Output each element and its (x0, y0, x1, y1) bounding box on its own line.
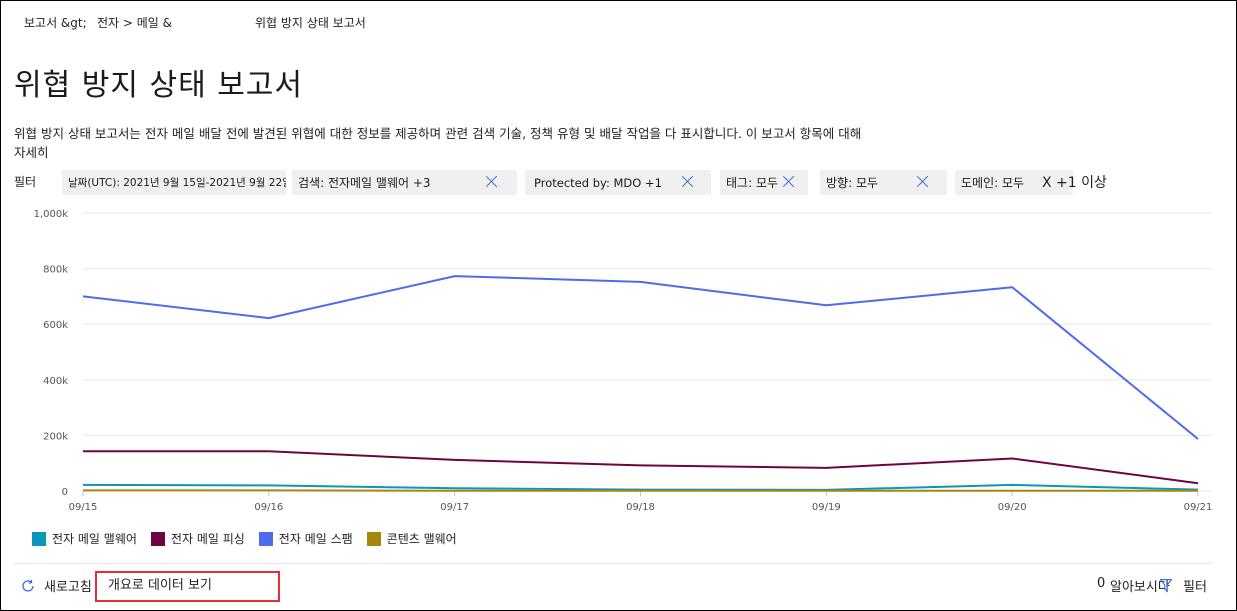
filter-chip-direction[interactable]: 방향: 모두 (820, 170, 947, 195)
y-tick-label: 800k (43, 265, 68, 276)
x-tick-label: 09/20 (998, 502, 1027, 513)
y-tick-label: 200k (43, 431, 68, 442)
filter-chip-date-label: 날짜(UTC): 2021년 9월 15일-2021년 9월 22일 (68, 177, 286, 189)
filter-chip-protected-by[interactable]: Protected by: MDO +1 (525, 170, 711, 195)
legend-swatch (32, 531, 46, 546)
threat-line-chart: 0 200k 400k 600k 800k 1,000k 09/15 09/16 09/17 0… (34, 209, 1213, 513)
page-description: 위협 방지 상태 보고서는 전자 메일 배달 전에 발견된 위협에 대한 정보를… (14, 124, 964, 162)
close-icon[interactable] (917, 175, 929, 187)
filter-chip-direction-label: 방향: 모두 (826, 176, 879, 190)
y-tick-label: 1,000k (34, 209, 69, 220)
y-tick-label: 0 (62, 487, 68, 498)
x-tick-label: 09/19 (812, 502, 841, 513)
y-tick-label: 600k (43, 320, 68, 331)
breadcrumb-reports[interactable]: 보고서 &gt; (24, 16, 87, 30)
description-text: 위협 방지 상태 보고서는 전자 메일 배달 전에 발견된 위협에 대한 정보를… (14, 126, 862, 141)
legend-swatch (150, 531, 165, 546)
refresh-label: 새로고침 (44, 580, 92, 595)
x-tick-label: 09/21 (1184, 502, 1213, 513)
legend-label: 전자 메일 스팸 (278, 532, 353, 546)
page-title: 위협 방지 상태 보고서 (14, 68, 304, 103)
legend-swatch (366, 531, 381, 546)
highlight-box (95, 571, 280, 602)
series-line (82, 483, 1199, 491)
filter-chip-detection-label: 검색: 전자메일 맬웨어 +3 (298, 176, 431, 190)
series-line (83, 450, 1199, 485)
x-tick-label: 09/18 (626, 502, 655, 513)
chart-legend: 전자 메일 맬웨어 전자 메일 피싱 전자 메일 스팸 콘텐츠 맬웨어 (32, 530, 457, 547)
series-line (82, 275, 1199, 440)
filter-chip-tag[interactable]: 태그: 모두 (720, 170, 808, 195)
legend-item[interactable]: 콘텐츠 맬웨어 (366, 530, 457, 547)
close-icon[interactable] (783, 175, 795, 187)
close-icon[interactable] (486, 175, 498, 187)
filter-chip-domain[interactable]: 도메인: 모두 (955, 170, 1073, 195)
filter-chip-protected-by-label: Protected by: MDO +1 (534, 176, 662, 190)
refresh-button[interactable]: 새로고침 (20, 576, 92, 595)
close-icon[interactable] (682, 175, 694, 187)
filter-overflow-more[interactable]: X +1 이상 (1042, 175, 1107, 191)
filter-chip-date[interactable]: 날짜(UTC): 2021년 9월 15일-2021년 9월 22일 (62, 170, 286, 195)
breadcrumb-email[interactable]: 전자 > 메일 & (97, 16, 173, 30)
legend-label: 전자 메일 피싱 (170, 532, 245, 546)
x-tick-label: 09/15 (69, 502, 98, 513)
view-data-by-overview-link[interactable]: 개요로 데이터 보기 (108, 578, 212, 593)
y-tick-label: 400k (43, 376, 68, 387)
filter-button[interactable]: 필터 (1183, 580, 1207, 595)
legend-label: 전자 메일 맬웨어 (52, 532, 137, 546)
legend-swatch (258, 531, 273, 546)
legend-label: 콘텐츠 맬웨어 (386, 532, 457, 546)
filter-chip-tag-label: 태그: 모두 (726, 176, 779, 190)
learn-more-link[interactable]: 자세히 (14, 145, 49, 160)
filter-chip-domain-label: 도메인: 모두 (961, 176, 1025, 190)
refresh-icon (22, 579, 34, 592)
filter-icon[interactable] (1160, 579, 1172, 592)
x-tick-label: 09/16 (254, 502, 283, 513)
x-tick-label: 09/17 (440, 502, 469, 513)
legend-item[interactable]: 전자 메일 스팸 (258, 530, 353, 547)
filter-label: 필터 (14, 175, 37, 189)
breadcrumb-current: 위협 방지 상태 보고서 (255, 16, 366, 30)
filter-chip-detection[interactable]: 검색: 전자메일 맬웨어 +3 (292, 170, 517, 195)
learn-more-button[interactable]: 알아보시다 (1110, 580, 1170, 595)
legend-item[interactable]: 전자 메일 피싱 (150, 530, 245, 547)
result-count: 0 (1097, 576, 1106, 591)
footer-divider (14, 563, 1212, 564)
legend-item[interactable]: 전자 메일 맬웨어 (32, 530, 137, 547)
